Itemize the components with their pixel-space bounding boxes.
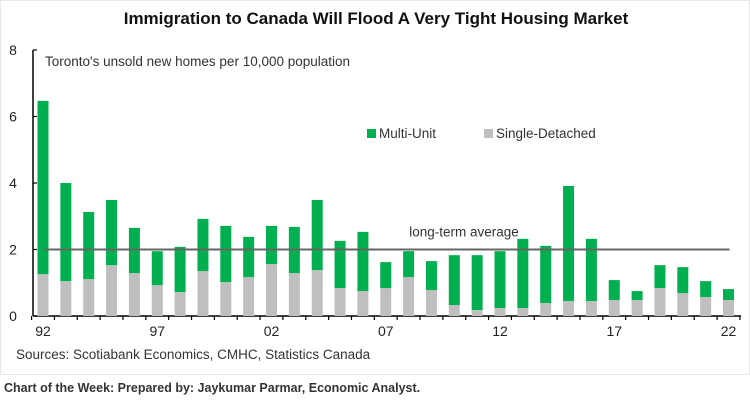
chart-container: Immigration to Canada Will Flood A Very … (0, 0, 750, 375)
chart-subtitle: Toronto's unsold new homes per 10,000 po… (45, 54, 350, 69)
bar-multi-unit (403, 251, 415, 278)
bar-single-detached (563, 301, 575, 316)
legend-swatch-multi-unit (367, 129, 376, 138)
bar-single-detached (357, 291, 369, 316)
long-term-average-label: long-term average (409, 225, 519, 240)
legend-label-single-detached: Single-Detached (496, 126, 596, 141)
bar-single-detached (220, 282, 232, 316)
bar-multi-unit (174, 246, 186, 293)
bar-single-detached (197, 271, 209, 316)
bar-single-detached (334, 288, 346, 316)
bar-single-detached (471, 310, 483, 316)
x-tick-label: 92 (35, 323, 51, 339)
bar-multi-unit (654, 265, 666, 289)
bar-single-detached (151, 285, 163, 316)
x-tick-label: 02 (264, 323, 280, 339)
y-tick-label: 8 (9, 42, 17, 58)
bar-multi-unit (83, 211, 95, 280)
bar-single-detached (83, 279, 95, 316)
bar-multi-unit (700, 281, 712, 298)
bar-multi-unit (311, 199, 323, 271)
bar-multi-unit (266, 225, 277, 265)
bar-multi-unit (723, 289, 734, 301)
bar-multi-unit (357, 231, 369, 292)
bar-single-detached (311, 270, 323, 316)
y-tick-label: 4 (9, 175, 17, 191)
x-tick-label: 22 (721, 323, 737, 339)
legend-swatch-single-detached (484, 129, 493, 138)
bar-single-detached (654, 288, 666, 316)
bar-multi-unit (243, 236, 255, 278)
bar-single-detached (448, 305, 460, 316)
bar-multi-unit (471, 255, 483, 311)
x-tick-label: 17 (606, 323, 622, 339)
bar-multi-unit (585, 238, 597, 302)
bar-single-detached (243, 277, 255, 316)
chart-source: Sources: Scotiabank Economics, CMHC, Sta… (16, 347, 371, 362)
bar-single-detached (494, 308, 506, 316)
bar-single-detached (608, 300, 620, 316)
legend-label-multi-unit: Multi-Unit (379, 126, 436, 141)
bar-multi-unit (37, 100, 49, 275)
bar-single-detached (403, 277, 415, 316)
bar-multi-unit (220, 225, 232, 283)
y-tick-label: 6 (9, 109, 17, 125)
x-tick-label: 07 (378, 323, 394, 339)
bar-multi-unit (425, 261, 437, 291)
bar-multi-unit (197, 218, 209, 272)
chart-title: Immigration to Canada Will Flood A Very … (123, 9, 629, 28)
bar-multi-unit (608, 280, 620, 301)
bar-multi-unit (380, 262, 392, 289)
bar-multi-unit (631, 291, 643, 301)
bar-multi-unit (677, 267, 689, 294)
y-tick-label: 2 (9, 242, 17, 258)
bar-single-detached (585, 301, 597, 316)
bar-multi-unit (106, 199, 118, 266)
bar-multi-unit (494, 251, 506, 309)
bar-single-detached (380, 288, 392, 316)
bar-multi-unit (60, 183, 72, 282)
bar-single-detached (631, 300, 643, 316)
bar-single-detached (60, 281, 72, 316)
bar-multi-unit (540, 245, 552, 304)
bar-single-detached (517, 308, 529, 316)
x-tick-label: 97 (149, 323, 165, 339)
x-tick-label: 12 (492, 323, 508, 339)
bar-multi-unit (151, 251, 163, 286)
bar-single-detached (37, 274, 49, 316)
bar-single-detached (128, 273, 140, 316)
bar-single-detached (106, 265, 118, 316)
bar-single-detached (540, 303, 552, 316)
bar-single-detached (425, 290, 437, 316)
bar-multi-unit (448, 255, 460, 306)
footer-credit: Chart of the Week: Prepared by: Jaykumar… (4, 381, 421, 395)
bar-multi-unit (563, 185, 575, 302)
bar-single-detached (266, 264, 277, 316)
bar-single-detached (723, 300, 734, 316)
bar-single-detached (677, 293, 689, 316)
bar-single-detached (288, 273, 300, 316)
y-tick-label: 0 (9, 308, 17, 324)
bar-single-detached (700, 297, 712, 316)
bar-multi-unit (334, 240, 346, 289)
bar-single-detached (174, 292, 186, 316)
bar-multi-unit (517, 238, 529, 309)
